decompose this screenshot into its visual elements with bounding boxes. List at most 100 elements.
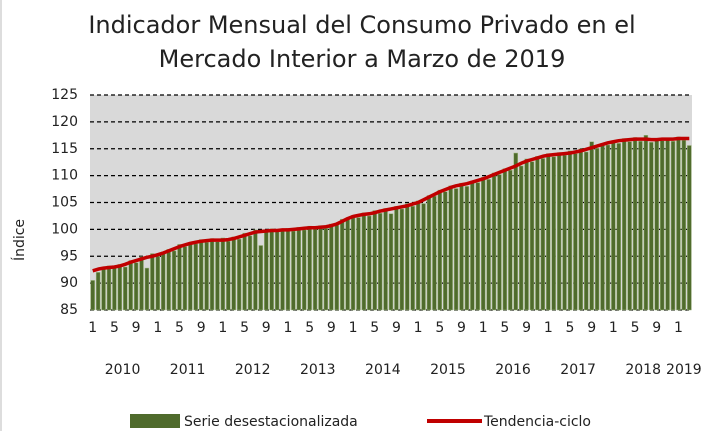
x-tick-label: 9 (457, 320, 466, 336)
bar (274, 231, 280, 311)
bar (432, 195, 437, 311)
bar (334, 224, 339, 311)
bar (339, 218, 345, 311)
bar (410, 206, 415, 311)
bar (361, 212, 367, 311)
x-tick-label: 1 (218, 320, 227, 336)
x-tick-label: 5 (435, 320, 444, 336)
bar (356, 217, 361, 311)
bar (253, 229, 258, 311)
bar (123, 266, 128, 311)
year-label: 2016 (495, 362, 531, 378)
bar (101, 268, 106, 311)
bar (155, 256, 160, 311)
y-tick-label: 85 (60, 302, 78, 318)
x-tick-label: 9 (652, 320, 661, 336)
bar (188, 242, 193, 311)
x-tick-label: 1 (414, 320, 423, 336)
bar (150, 253, 155, 311)
y-tick-label: 100 (51, 221, 78, 237)
x-tick-label: 5 (631, 320, 640, 336)
bar (307, 225, 312, 311)
x-tick-label: 9 (262, 320, 271, 336)
y-tick-label: 90 (60, 275, 78, 291)
bar (182, 246, 188, 311)
bar (280, 229, 285, 311)
legend-label: Tendencia-ciclo (483, 414, 591, 430)
bar (584, 151, 589, 311)
x-tick-label: 5 (566, 320, 575, 336)
bar (236, 238, 242, 311)
bar (589, 141, 594, 311)
bar (681, 139, 687, 311)
x-tick-label: 9 (522, 320, 531, 336)
bar (578, 148, 584, 311)
bar (193, 243, 198, 311)
bar (90, 280, 95, 311)
bar (399, 208, 405, 311)
trend-line (92, 136, 690, 273)
bar (323, 228, 329, 311)
bar (622, 138, 627, 311)
year-label: 2010 (105, 362, 141, 378)
year-label: 2011 (170, 362, 206, 378)
bar (475, 182, 480, 311)
bar (329, 223, 334, 311)
x-tick-label: 9 (197, 320, 206, 336)
chart-title: Indicador Mensual del Consumo Privado en… (88, 11, 636, 73)
year-label: 2012 (235, 362, 271, 378)
y-tick-label: 125 (51, 87, 78, 103)
bar (443, 191, 448, 311)
x-tick-label: 1 (479, 320, 488, 336)
bar (269, 228, 274, 311)
bar (394, 206, 399, 311)
bar (567, 150, 573, 311)
bar (627, 141, 632, 311)
x-tick-label: 5 (110, 320, 119, 336)
x-tick-label: 1 (88, 320, 97, 336)
bar (470, 180, 475, 311)
bar (453, 188, 459, 311)
bar (215, 241, 220, 311)
bar (659, 140, 665, 311)
x-tick-label: 1 (609, 320, 618, 336)
bar (665, 137, 670, 311)
y-tick-label: 115 (51, 141, 78, 157)
bar (600, 143, 605, 311)
bar (198, 239, 204, 311)
x-tick-label: 1 (674, 320, 683, 336)
y-axis-label: Índice (11, 219, 28, 261)
x-tick-label: 1 (283, 320, 292, 336)
bar (573, 153, 578, 311)
bar (415, 200, 421, 311)
bar (242, 232, 247, 311)
year-label: 2018 (625, 362, 661, 378)
bar (486, 179, 491, 311)
x-tick-label: 9 (132, 320, 141, 336)
x-tick-label: 5 (175, 320, 184, 336)
bar (491, 172, 497, 311)
bar (649, 142, 654, 311)
bar (128, 260, 133, 311)
y-tick-label: 105 (51, 195, 78, 211)
x-tick-label: 1 (544, 320, 553, 336)
y-tick-label: 95 (60, 248, 78, 264)
bar (546, 153, 551, 311)
bar (480, 176, 486, 311)
x-tick-label: 5 (370, 320, 379, 336)
bar (513, 152, 518, 311)
bar (139, 256, 144, 311)
bar (448, 185, 453, 311)
bar (166, 249, 171, 311)
x-tick-label: 9 (392, 320, 401, 336)
bar (562, 154, 567, 311)
bar (171, 250, 177, 311)
bar (437, 189, 443, 311)
bar (291, 230, 296, 311)
bar (133, 262, 139, 311)
bar (264, 231, 269, 311)
year-label: 2014 (365, 362, 401, 378)
year-label: 2013 (300, 362, 336, 378)
x-tick-label: 5 (240, 320, 249, 336)
